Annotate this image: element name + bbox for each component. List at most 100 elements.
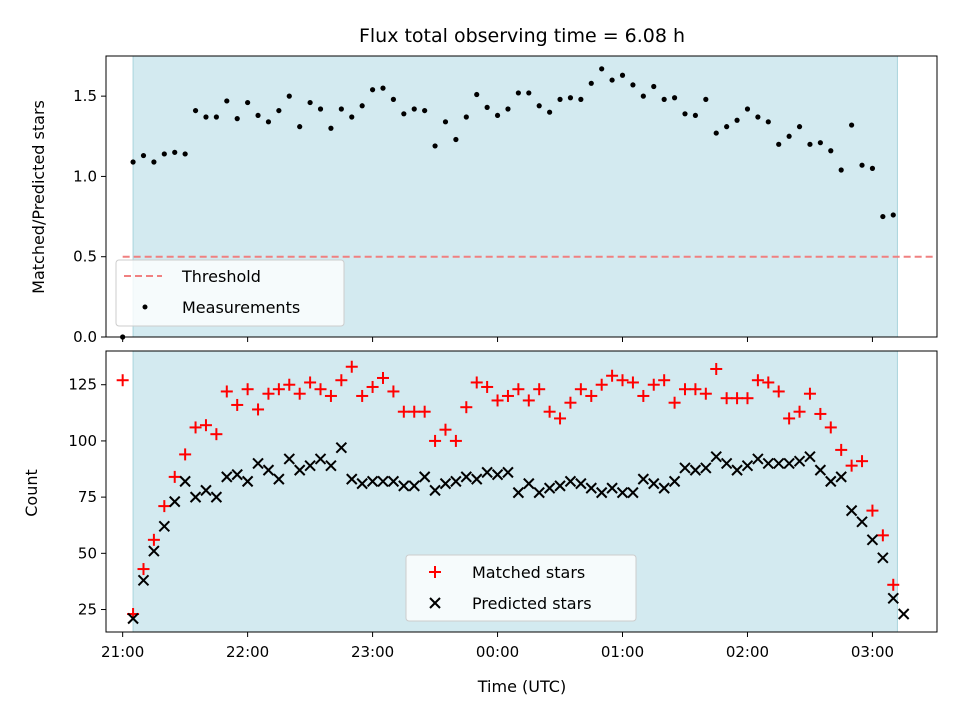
predicted-star-point [835, 471, 847, 483]
measurement-point [703, 96, 709, 102]
matched-star-point [501, 389, 514, 402]
count-y-axis-label: Count [22, 469, 41, 517]
measurement-point [640, 93, 646, 99]
measurement-point [432, 143, 438, 149]
measurement-point [390, 96, 397, 102]
matched-star-point [366, 380, 379, 393]
measurement-point [744, 106, 751, 112]
matched-star-point [304, 376, 317, 389]
matched-star-point [803, 387, 816, 400]
x-tick-label: 01:00 [601, 643, 644, 661]
measurement-point [619, 72, 626, 78]
predicted-star-point [502, 466, 514, 479]
legend-matched-label: Matched stars [472, 563, 585, 582]
legend-predicted-swatch [429, 597, 441, 609]
predicted-star-point [231, 468, 243, 481]
matched-star-point [887, 578, 900, 591]
matched-star-point [522, 394, 535, 407]
matched-star-point [710, 362, 723, 375]
matched-star-point [470, 376, 483, 389]
x-tick-label: 23:00 [351, 643, 394, 661]
predicted-star-point [856, 516, 868, 528]
measurement-point [671, 95, 678, 101]
predicted-star-point [346, 473, 358, 485]
predicted-star-point [398, 480, 410, 492]
predicted-star-point [439, 477, 452, 490]
measurement-point [849, 122, 855, 128]
predicted-star-point [325, 459, 337, 472]
measurement-point [536, 103, 542, 109]
matched-star-point [751, 374, 764, 387]
matched-star-point [564, 396, 577, 409]
matched-star-point [554, 412, 567, 425]
matched-star-point [189, 421, 202, 434]
measurement-point [130, 159, 136, 165]
matched-star-point [408, 405, 421, 418]
measurement-point [661, 96, 667, 102]
measurement-point [828, 148, 834, 154]
matched-star-point [606, 369, 619, 382]
predicted-star-point [366, 475, 379, 488]
measurement-point [494, 112, 501, 119]
predicted-star-point [731, 464, 743, 476]
predicted-star-point [668, 475, 681, 488]
matched-star-point [720, 392, 733, 405]
matched-star-point [377, 371, 389, 384]
measurement-point [265, 119, 272, 125]
legend-threshold-label: Threshold [181, 267, 261, 286]
predicted-star-point [283, 453, 295, 465]
measurement-point [776, 141, 782, 147]
predicted-star-point [585, 482, 597, 494]
measurement-point [422, 107, 428, 114]
predicted-star-point [471, 473, 483, 485]
matched-star-point [814, 407, 827, 420]
matched-star-point [835, 443, 848, 456]
matched-star-point [335, 374, 348, 387]
measurement-point [411, 106, 417, 112]
measurement-point [724, 124, 730, 130]
matched-star-point [324, 389, 337, 402]
measurement-point [890, 212, 896, 218]
y-tick-label: 1.0 [73, 167, 97, 185]
ratio-legend: Threshold Measurements [115, 259, 345, 327]
matched-star-point [762, 376, 775, 389]
predicted-star-point [127, 612, 139, 625]
measurement-point [505, 106, 511, 112]
measurement-point [734, 117, 740, 123]
measurement-point [453, 136, 459, 143]
predicted-star-point [252, 457, 264, 470]
matched-star-point [231, 398, 244, 411]
predicted-star-point [783, 457, 795, 470]
measurement-point [140, 152, 147, 159]
x-axis-label: Time (UTC) [477, 677, 566, 696]
matched-star-point [147, 533, 160, 546]
matched-star-point [481, 380, 494, 393]
predicted-star-point [627, 486, 639, 499]
measurement-point [786, 133, 792, 139]
measurement-point [807, 141, 813, 147]
predicted-star-point [304, 459, 316, 472]
legend-measurements-swatch [142, 304, 148, 310]
measurement-point [692, 112, 699, 119]
measurement-point [484, 104, 490, 110]
measurement-point [588, 80, 594, 86]
measurement-point [765, 119, 771, 125]
predicted-star-point [700, 462, 712, 474]
matched-star-point [543, 405, 556, 418]
measurement-point [234, 116, 240, 122]
predicted-star-point [741, 459, 754, 472]
matched-star-point [595, 378, 608, 391]
predicted-star-point [262, 464, 275, 476]
matched-star-point [824, 421, 837, 434]
matched-star-point [314, 383, 327, 396]
predicted-star-point [335, 441, 348, 454]
matched-star-point [272, 383, 285, 396]
predicted-star-point [273, 473, 285, 485]
measurement-point [213, 114, 219, 120]
ratio-y-axis-label: Matched/Predicted stars [29, 100, 48, 294]
predicted-star-point [877, 552, 889, 564]
predicted-star-point [241, 475, 254, 488]
predicted-star-point [408, 480, 420, 492]
predicted-star-point [689, 464, 702, 476]
